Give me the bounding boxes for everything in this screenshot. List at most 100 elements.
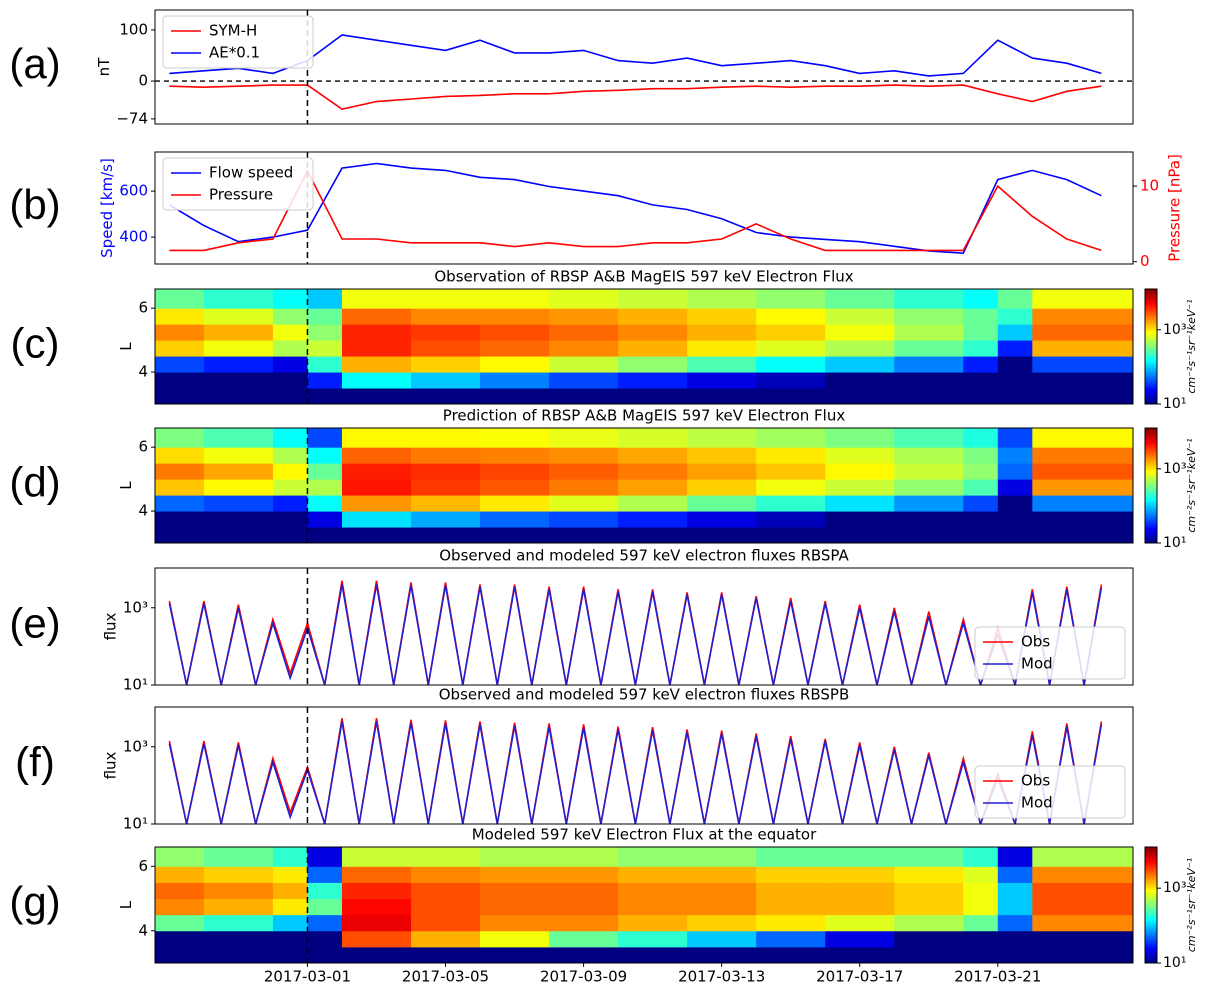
colorbar-step bbox=[1145, 899, 1157, 902]
heat-cell bbox=[687, 340, 757, 357]
heat-cell bbox=[155, 372, 205, 389]
colorbar-step bbox=[1145, 870, 1157, 873]
colorbar-step bbox=[1145, 848, 1157, 852]
heat-cell bbox=[756, 866, 826, 883]
legend-label: SYM-H bbox=[209, 22, 257, 40]
y-tick-label: −74 bbox=[116, 109, 148, 127]
heat-cell bbox=[618, 930, 688, 948]
heat-cell bbox=[756, 388, 826, 404]
colorbar-step bbox=[1145, 539, 1157, 542]
y-tick-label: 10³ bbox=[123, 598, 148, 616]
heat-cell bbox=[341, 356, 412, 373]
heat-cell bbox=[272, 914, 308, 932]
heat-cell bbox=[155, 388, 205, 404]
y2-tick-label: 0 bbox=[1140, 252, 1150, 270]
colorbar-step bbox=[1145, 335, 1157, 338]
heat-cell bbox=[997, 289, 1033, 309]
heat-cell bbox=[687, 372, 757, 389]
heat-cell bbox=[549, 527, 619, 543]
x-tick-label: 2017-03-01 bbox=[264, 968, 351, 986]
plot-area bbox=[155, 10, 1133, 124]
heat-cell bbox=[1032, 898, 1133, 916]
heat-cell bbox=[411, 356, 481, 373]
series-line bbox=[169, 84, 1102, 111]
x-tick-label: 2017-03-09 bbox=[540, 968, 627, 986]
colorbar-step bbox=[1145, 333, 1157, 336]
colorbar-step bbox=[1145, 336, 1157, 340]
heat-cell bbox=[272, 388, 308, 404]
heat-cell bbox=[894, 372, 964, 389]
heat-cell bbox=[411, 324, 481, 341]
heat-cell bbox=[618, 946, 688, 963]
heat-cell bbox=[618, 914, 688, 932]
heat-cell bbox=[307, 527, 343, 543]
heat-cell bbox=[549, 511, 619, 528]
colorbar-step bbox=[1145, 872, 1157, 875]
colorbar-tick-label: 10¹ bbox=[1163, 535, 1186, 551]
heat-cell bbox=[549, 866, 619, 883]
colorbar-step bbox=[1145, 479, 1157, 483]
y-axis-label: Speed [km/s] bbox=[98, 158, 116, 258]
heat-cell bbox=[155, 495, 205, 512]
heat-cell bbox=[756, 495, 826, 512]
colorbar-step bbox=[1145, 858, 1157, 862]
heat-cell bbox=[480, 866, 550, 883]
colorbar-step bbox=[1145, 321, 1157, 324]
heat-cell bbox=[963, 511, 999, 528]
heat-cell bbox=[756, 356, 826, 373]
heat-cell bbox=[549, 946, 619, 963]
panel-label: (b) bbox=[9, 181, 60, 228]
heat-cell bbox=[756, 289, 826, 309]
colorbar-step bbox=[1145, 319, 1157, 323]
heat-cell bbox=[825, 914, 895, 932]
heat-cell bbox=[894, 914, 964, 932]
heat-cell bbox=[155, 447, 205, 464]
colorbar-step bbox=[1145, 431, 1157, 435]
heat-cell bbox=[203, 847, 274, 867]
heat-cell bbox=[756, 463, 826, 480]
heat-cell bbox=[687, 428, 757, 448]
colorbar-step bbox=[1145, 439, 1157, 442]
heat-cell bbox=[341, 372, 412, 389]
colorbar-step bbox=[1145, 466, 1157, 469]
heat-cell bbox=[155, 463, 205, 480]
heat-cell bbox=[687, 356, 757, 373]
colorbar-step bbox=[1145, 901, 1157, 904]
heat-cell bbox=[307, 511, 343, 528]
colorbar-step bbox=[1145, 939, 1157, 943]
colorbar-step bbox=[1145, 934, 1157, 937]
heat-cell bbox=[203, 340, 274, 357]
colorbar-tick-label: 10³ bbox=[1163, 880, 1186, 896]
panel-label: (d) bbox=[9, 459, 60, 506]
heat-cell bbox=[894, 847, 964, 867]
heat-cell bbox=[203, 898, 274, 916]
heat-cell bbox=[341, 463, 412, 480]
heat-cell bbox=[997, 479, 1033, 496]
heat-cell bbox=[341, 914, 412, 932]
heat-cell bbox=[203, 914, 274, 932]
heat-cell bbox=[963, 372, 999, 389]
colorbar-step bbox=[1145, 381, 1157, 384]
colorbar-step bbox=[1145, 512, 1157, 515]
colorbar-step bbox=[1145, 340, 1157, 344]
heat-cell bbox=[894, 388, 964, 404]
heat-cell bbox=[411, 866, 481, 883]
heat-cell bbox=[272, 340, 308, 357]
heat-cell bbox=[618, 898, 688, 916]
heat-cell bbox=[618, 428, 688, 448]
heat-cell bbox=[1032, 946, 1133, 963]
colorbar-step bbox=[1145, 315, 1157, 319]
heat-cell bbox=[549, 356, 619, 373]
colorbar-step bbox=[1145, 850, 1157, 854]
y-tick-label: 0 bbox=[138, 72, 148, 90]
heat-cell bbox=[480, 289, 550, 309]
heat-cell bbox=[272, 324, 308, 341]
heat-cell bbox=[480, 882, 550, 900]
heat-cell bbox=[1032, 914, 1133, 932]
heat-cell bbox=[203, 463, 274, 480]
y-tick-label: 6 bbox=[138, 299, 148, 317]
colorbar-step bbox=[1145, 358, 1157, 361]
heat-cell bbox=[203, 946, 274, 963]
heat-cell bbox=[411, 289, 481, 309]
